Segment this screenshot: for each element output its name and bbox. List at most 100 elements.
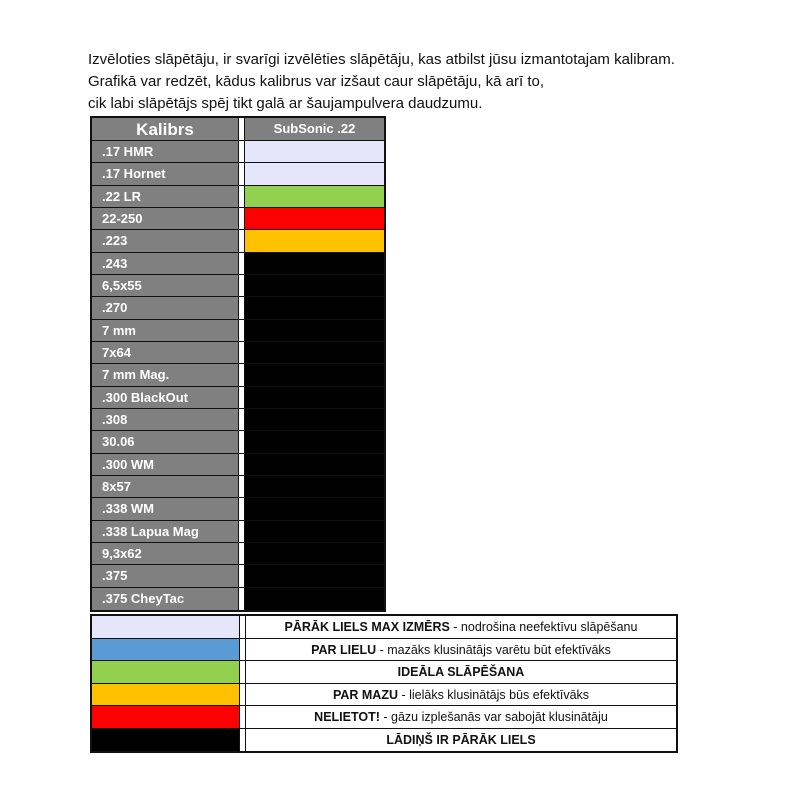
compatibility-cell (245, 297, 384, 319)
caliber-name: .338 WM (92, 498, 239, 520)
table-row: 7 mm (92, 319, 384, 342)
divider (239, 498, 245, 520)
table-row: .243 (92, 252, 384, 275)
legend-description: - nodrošina neefektīvu slāpēšanu (449, 620, 638, 634)
legend-swatch (92, 706, 240, 728)
legend-label: LĀDIŅŠ IR PĀRĀK LIELS (246, 728, 676, 751)
legend-item: NELIETOT! - gāzu izplešanās var sabojāt … (92, 706, 676, 729)
compatibility-cell (245, 319, 384, 341)
caliber-name: 7 mm (92, 319, 239, 341)
compatibility-cell (245, 542, 384, 565)
compatibility-cell (245, 230, 384, 252)
legend-item: PAR MAZU - lielāks klusinātājs būs efekt… (92, 683, 676, 706)
table-row: 7x64 (92, 341, 384, 365)
divider (240, 706, 246, 728)
divider (239, 118, 245, 140)
caliber-name: 6,5x55 (92, 274, 239, 297)
legend-description: - lielāks klusinātājs būs efektīvāks (397, 687, 590, 702)
intro-line: cik labi slāpētājs spēj tikt galā ar šau… (88, 95, 483, 112)
table-row: .17 HMR (92, 141, 384, 164)
table-row: .270 (92, 297, 384, 320)
legend-title: PAR LIELU (311, 642, 377, 657)
caliber-name: .375 (92, 565, 239, 587)
caliber-name: .22 LR (92, 185, 239, 207)
caliber-name: .338 Lapua Mag (92, 520, 239, 542)
compatibility-cell (245, 207, 384, 230)
divider (240, 683, 246, 705)
table-row: 6,5x55 (92, 274, 384, 298)
divider (239, 408, 245, 431)
compatibility-cell (245, 587, 384, 610)
legend-description: - mazāks klusinātājs varētu būt efektīvā… (376, 642, 611, 657)
compatibility-cell (245, 274, 384, 297)
divider (239, 431, 245, 453)
legend-swatch (92, 616, 240, 638)
divider (239, 297, 245, 319)
header-product: SubSonic .22 (245, 118, 384, 140)
table-row: 9,3x62 (92, 542, 384, 566)
table-row: .22 LR (92, 185, 384, 208)
caliber-name: 7x64 (92, 341, 239, 364)
divider (239, 141, 245, 163)
legend-title: PĀRĀK LIELS MAX IZMĒRS (284, 620, 450, 634)
table-row: .223 (92, 230, 384, 253)
legend-swatch (92, 728, 240, 751)
caliber-name: 7 mm Mag. (92, 364, 239, 386)
intro-line: Grafikā var redzēt, kādus kalibrus var i… (88, 73, 545, 90)
compatibility-cell (245, 341, 384, 364)
divider (239, 364, 245, 386)
divider (239, 520, 245, 542)
compatibility-cell (245, 475, 384, 498)
caliber-compatibility-table: Kalibrs SubSonic .22 .17 HMR .17 Hornet .2… (90, 116, 386, 612)
divider (239, 319, 245, 341)
divider (239, 475, 245, 498)
compatibility-cell (245, 565, 384, 587)
divider (239, 185, 245, 207)
caliber-name: .17 HMR (92, 141, 239, 163)
legend-item: IDEĀLA SLĀPĒŠANA (92, 661, 676, 684)
caliber-name: 30.06 (92, 431, 239, 453)
legend-label: PĀRĀK LIELS MAX IZMĒRS - nodrošina neefe… (246, 616, 676, 638)
legend-label: PAR MAZU - lielāks klusinātājs būs efekt… (246, 683, 676, 705)
compatibility-cell (245, 252, 384, 274)
compatibility-cell (245, 520, 384, 542)
legend-label: IDEĀLA SLĀPĒŠANA (246, 661, 676, 683)
compatibility-cell (245, 141, 384, 163)
table-row: .17 Hornet (92, 163, 384, 186)
compatibility-cell (245, 431, 384, 453)
legend-swatch (92, 683, 240, 705)
divider (240, 728, 246, 751)
divider (240, 638, 246, 660)
caliber-name: .308 (92, 408, 239, 431)
divider (239, 386, 245, 408)
legend-swatch (92, 661, 240, 683)
intro-text: Izvēloties slāpētāju, ir svarīgi izvēlēt… (88, 49, 675, 115)
legend-label: PAR LIELU - mazāks klusinātājs varētu bū… (246, 638, 676, 660)
table-row: .300 BlackOut (92, 386, 384, 409)
compatibility-cell (245, 386, 384, 408)
caliber-name: .375 CheyTac (92, 587, 239, 610)
legend-swatch (92, 638, 240, 660)
header-caliber: Kalibrs (92, 118, 239, 140)
divider (239, 163, 245, 185)
divider (240, 661, 246, 683)
divider (239, 274, 245, 297)
caliber-name: 22-250 (92, 207, 239, 230)
table-row: .300 WM (92, 453, 384, 476)
divider (239, 542, 245, 565)
divider (239, 565, 245, 587)
divider (239, 453, 245, 475)
divider (239, 587, 245, 610)
table-row: 22-250 (92, 207, 384, 231)
intro-line: Izvēloties slāpētāju, ir svarīgi izvēlēt… (88, 51, 675, 68)
legend-item: PĀRĀK LIELS MAX IZMĒRS - nodrošina neefe… (92, 616, 676, 639)
caliber-name: .300 BlackOut (92, 386, 239, 408)
table-header: Kalibrs SubSonic .22 (92, 118, 384, 141)
compatibility-cell (245, 498, 384, 520)
legend-item: PAR LIELU - mazāks klusinātājs varētu bū… (92, 638, 676, 661)
compatibility-cell (245, 185, 384, 207)
legend-title: LĀDIŅŠ IR PĀRĀK LIELS (386, 732, 536, 747)
legend-title: NELIETOT! (314, 710, 380, 724)
compatibility-cell (245, 453, 384, 475)
legend: PĀRĀK LIELS MAX IZMĒRS - nodrošina neefe… (90, 614, 678, 753)
